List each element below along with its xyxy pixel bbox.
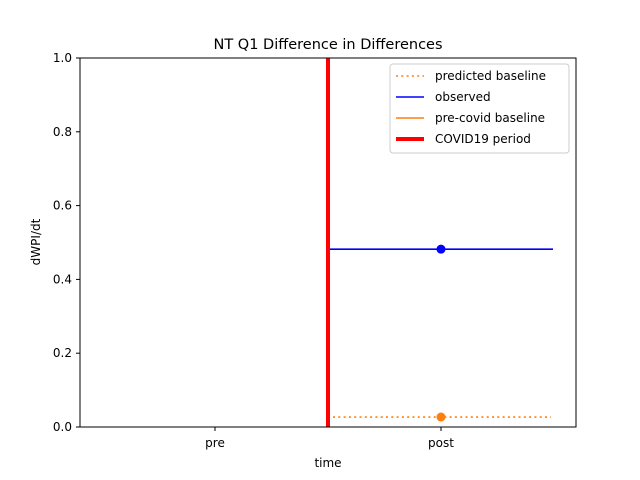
y-tick-label-4: 0.8: [53, 125, 72, 139]
x-tick-label-0: pre: [205, 436, 225, 450]
legend: predicted baseline observed pre-covid base…: [389, 63, 570, 154]
series-point-1: [436, 244, 446, 254]
series-point-0: [436, 412, 446, 422]
y-axis-label: dWPI/dt: [29, 218, 43, 265]
y-tick-label-1: 0.2: [53, 346, 72, 360]
y-tick-label-5: 1.0: [53, 51, 72, 65]
legend-label-3: COVID19 period: [435, 132, 531, 146]
x-axis-label: time: [314, 456, 341, 470]
legend-label-1: observed: [435, 90, 491, 104]
plot-area: 0.0 0.2 0.4 0.6 0.8 1.0 pre post: [53, 51, 577, 450]
x-tick-label-1: post: [428, 436, 454, 450]
axes-frame: [79, 57, 577, 428]
legend-box: [389, 63, 570, 154]
y-tick-label-2: 0.4: [53, 272, 72, 286]
y-tick-label-0: 0.0: [53, 420, 72, 434]
chart-title: NT Q1 Difference in Differences: [213, 37, 442, 53]
legend-label-0: predicted baseline: [435, 69, 546, 83]
y-tick-label-3: 0.6: [53, 199, 72, 213]
legend-label-2: pre-covid baseline: [435, 111, 545, 125]
